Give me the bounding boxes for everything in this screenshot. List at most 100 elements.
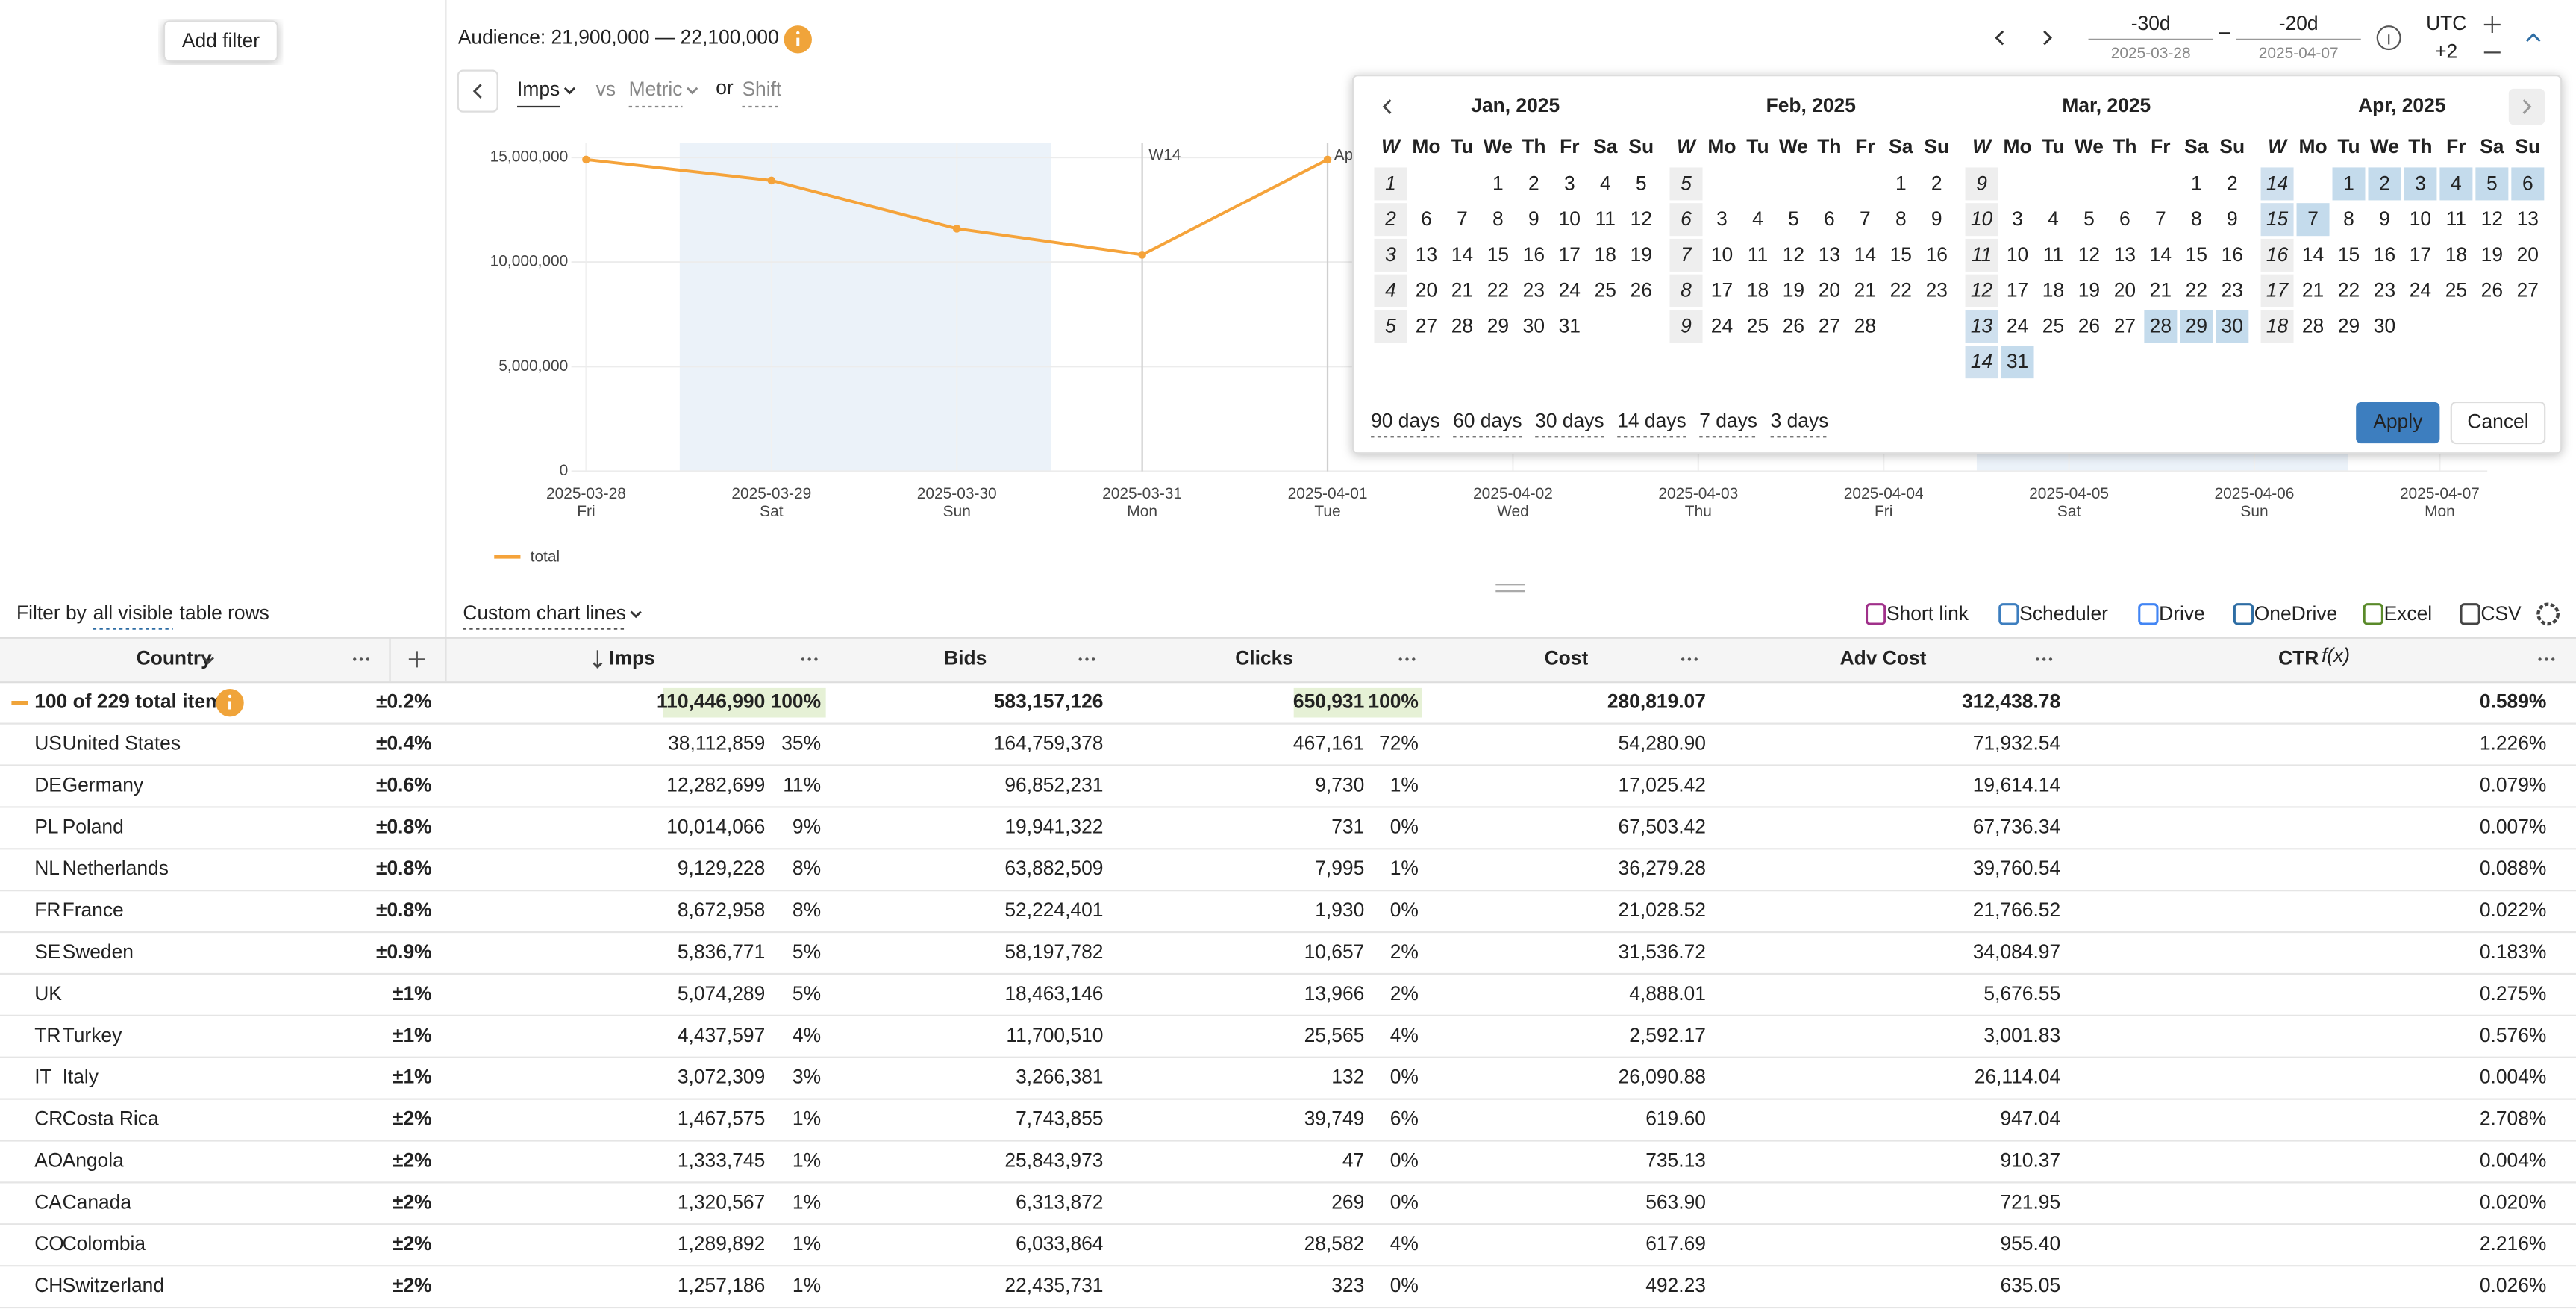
calendar-day[interactable]: 16: [2374, 243, 2395, 266]
calendar-day[interactable]: 7: [1860, 207, 1871, 230]
metric-select[interactable]: Imps: [517, 78, 560, 100]
calendar-day[interactable]: 16: [1523, 243, 1545, 266]
calendar-day[interactable]: 21: [1451, 279, 1473, 302]
calendar-day[interactable]: 8: [1895, 207, 1907, 230]
calendar-day[interactable]: 30: [2222, 314, 2243, 337]
column-header[interactable]: Bids: [944, 646, 987, 669]
calendar-day[interactable]: 9: [2379, 207, 2390, 230]
shift-select[interactable]: Shift: [742, 78, 781, 100]
column-header[interactable]: Imps: [609, 646, 655, 669]
calendar-day[interactable]: 8: [1492, 207, 1504, 230]
calendar-day[interactable]: 17: [1559, 243, 1581, 266]
range-preset[interactable]: 7 days: [1699, 409, 1757, 431]
week-number[interactable]: 4: [1385, 279, 1396, 302]
calendar-day[interactable]: 3: [2415, 172, 2426, 194]
country-code[interactable]: SE: [34, 940, 60, 963]
calendar-day[interactable]: 17: [2410, 243, 2431, 266]
week-number[interactable]: 14: [1971, 350, 1992, 372]
week-number[interactable]: 14: [2266, 172, 2288, 194]
country-code[interactable]: CO: [34, 1232, 64, 1255]
calendar-day[interactable]: 27: [1416, 314, 1437, 337]
calendar-day[interactable]: 17: [1711, 279, 1733, 302]
calendar-day[interactable]: 4: [2048, 207, 2059, 230]
country-code[interactable]: DE: [34, 773, 62, 796]
calendar-day[interactable]: 22: [2186, 279, 2207, 302]
calendar-day[interactable]: 11: [1595, 207, 1616, 230]
week-number[interactable]: 7: [1681, 243, 1692, 266]
calendar-day[interactable]: 5: [1636, 172, 1647, 194]
calendar-day[interactable]: 7: [2155, 207, 2166, 230]
calendar-day[interactable]: 1: [1895, 172, 1907, 194]
cancel-label[interactable]: Cancel: [2467, 410, 2528, 433]
week-number[interactable]: 2: [1384, 207, 1396, 230]
calendar-day[interactable]: 20: [1416, 279, 1437, 302]
apply-label[interactable]: Apply: [2373, 410, 2423, 433]
range-to[interactable]: -20d: [2279, 12, 2319, 34]
calendar-day[interactable]: 21: [2302, 279, 2324, 302]
range-preset[interactable]: 14 days: [1617, 409, 1686, 431]
legend-label[interactable]: total: [531, 549, 560, 566]
calendar-day[interactable]: 19: [2481, 243, 2503, 266]
week-number[interactable]: 12: [1971, 279, 1993, 302]
calendar-day[interactable]: 7: [1457, 207, 1468, 230]
calendar-day[interactable]: 4: [2451, 172, 2462, 194]
calendar-day[interactable]: 26: [1631, 279, 1652, 302]
calendar-day[interactable]: 3: [2012, 207, 2023, 230]
calendar-day[interactable]: 18: [1595, 243, 1616, 266]
calendar-day[interactable]: 11: [2043, 243, 2063, 266]
calendar-day[interactable]: 11: [2446, 207, 2466, 230]
week-number[interactable]: 15: [2266, 207, 2289, 230]
calendar-day[interactable]: 10: [1711, 243, 1733, 266]
calendar-day[interactable]: 15: [2186, 243, 2207, 266]
calendar-day[interactable]: 25: [1747, 314, 1769, 337]
calendar-day[interactable]: 18: [2042, 279, 2064, 302]
calendar-day[interactable]: 31: [1559, 314, 1581, 337]
country-code[interactable]: AO: [34, 1149, 63, 1171]
settings-icon[interactable]: [2536, 602, 2560, 626]
column-header[interactable]: Adv Cost: [1840, 646, 1927, 669]
calendar-day[interactable]: 3: [1716, 207, 1728, 230]
calendar-day[interactable]: 21: [1854, 279, 1876, 302]
calendar-day[interactable]: 6: [1421, 207, 1432, 230]
calendar-day[interactable]: 27: [2517, 279, 2539, 302]
calendar-day[interactable]: 10: [1559, 207, 1581, 230]
week-number[interactable]: 5: [1681, 172, 1692, 194]
calendar-day[interactable]: 14: [1451, 243, 1473, 266]
week-number[interactable]: 11: [1972, 243, 1992, 266]
country-code[interactable]: UK: [34, 982, 62, 1005]
calendar-day[interactable]: 23: [2374, 279, 2395, 302]
week-number[interactable]: 9: [1681, 314, 1692, 337]
week-number[interactable]: 9: [1976, 172, 1987, 194]
range-from[interactable]: -30d: [2131, 12, 2171, 34]
calendar-day[interactable]: 6: [2119, 207, 2130, 230]
calendar-day[interactable]: 28: [1451, 314, 1473, 337]
calendar-day[interactable]: 2: [1528, 172, 1539, 194]
calendar-day[interactable]: 24: [2007, 314, 2028, 337]
week-number[interactable]: 6: [1681, 207, 1692, 230]
calendar-day[interactable]: 27: [2114, 314, 2136, 337]
calendar-day[interactable]: 15: [1487, 243, 1509, 266]
action-link[interactable]: Drive: [2159, 602, 2205, 625]
calendar-day[interactable]: 2: [2227, 172, 2238, 194]
calendar-day[interactable]: 16: [2222, 243, 2243, 266]
back-button[interactable]: [457, 69, 498, 113]
calendar-day[interactable]: 6: [1824, 207, 1835, 230]
calendar-day[interactable]: 6: [2522, 172, 2533, 194]
calendar-day[interactable]: 27: [1819, 314, 1840, 337]
calendar-day[interactable]: 23: [2222, 279, 2243, 302]
calendar-day[interactable]: 17: [2007, 279, 2028, 302]
calendar-day[interactable]: 20: [2114, 279, 2136, 302]
column-header[interactable]: CTR: [2278, 646, 2319, 669]
action-link[interactable]: Excel: [2384, 602, 2433, 625]
calendar-day[interactable]: 30: [2374, 314, 2395, 337]
calendar-day[interactable]: 1: [2343, 172, 2354, 194]
week-number[interactable]: 8: [1681, 279, 1692, 302]
column-header[interactable]: Country: [137, 646, 212, 669]
country-code[interactable]: FR: [34, 899, 60, 921]
calendar-day[interactable]: 10: [2007, 243, 2028, 266]
calendar-day[interactable]: 31: [2007, 350, 2028, 372]
action-link[interactable]: OneDrive: [2254, 602, 2337, 625]
calendar-day[interactable]: 30: [1523, 314, 1545, 337]
chart-lines-select[interactable]: Custom chart lines: [463, 602, 626, 624]
cancel-button[interactable]: [2450, 401, 2546, 445]
